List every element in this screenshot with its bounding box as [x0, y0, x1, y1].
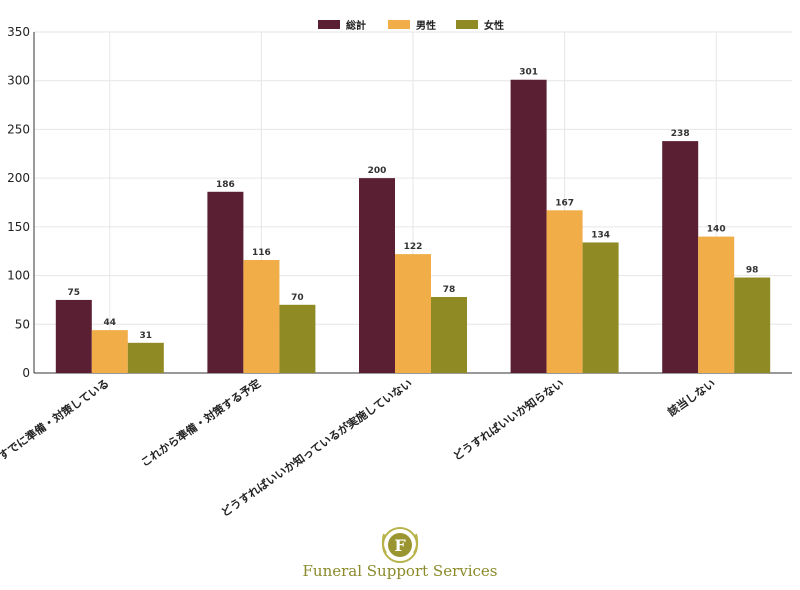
data-labels: 75 44 31 186 116 70 200 122 78 301 167 134 238 140 98 [68, 68, 759, 341]
y-tick-label: 50 [15, 317, 30, 331]
company-logo: F Funeral Support Services [303, 527, 498, 580]
data-label: 122 [404, 242, 423, 252]
logo-letter: F [394, 536, 406, 555]
data-label: 200 [368, 166, 387, 176]
x-tick-label: どうすればいいか知らない [450, 376, 566, 463]
data-label: 44 [104, 318, 117, 328]
y-tick-label: 100 [7, 269, 30, 283]
legend-label: 女性 [484, 19, 504, 32]
data-label: 167 [555, 198, 574, 208]
legend-swatch [318, 20, 340, 29]
data-label: 70 [291, 293, 304, 303]
bars [55, 79, 771, 374]
data-label: 301 [519, 68, 538, 78]
bar [431, 297, 467, 373]
legend-swatch [388, 20, 410, 29]
x-tick-label: すでに準備・対策している [0, 376, 112, 463]
bar [546, 210, 583, 373]
data-label: 98 [746, 266, 759, 276]
bar [127, 342, 164, 373]
data-label: 238 [671, 129, 690, 139]
data-label: 134 [591, 230, 610, 240]
y-tick-label: 250 [7, 122, 30, 136]
bar [279, 304, 316, 373]
y-tick-label: 350 [7, 25, 30, 39]
bar [510, 79, 547, 374]
legend-label: 総計 [346, 19, 366, 32]
data-label: 75 [68, 288, 81, 298]
y-tick-label: 150 [7, 220, 30, 234]
data-label: 78 [443, 285, 456, 295]
y-tick-label: 300 [7, 74, 30, 88]
bar [359, 178, 395, 373]
data-label: 116 [252, 248, 271, 258]
legend-swatch [456, 20, 478, 29]
data-label: 31 [140, 331, 153, 341]
x-tick-label: 該当しない [665, 376, 718, 419]
bar [395, 254, 431, 373]
laurel-wreath-icon [381, 527, 419, 563]
legend: 総計 男性 女性 [318, 19, 504, 32]
bar [243, 259, 280, 373]
x-tick-label: これから準備・対策する予定 [138, 376, 263, 469]
bar [734, 277, 771, 373]
data-label: 140 [707, 225, 726, 235]
bar [582, 242, 619, 373]
bar [698, 236, 735, 373]
y-tick-label: 0 [22, 366, 30, 380]
y-tick-label: 200 [7, 171, 30, 185]
bar [207, 191, 244, 373]
bar [91, 330, 128, 373]
bar [662, 141, 699, 373]
company-name: Funeral Support Services [303, 562, 498, 580]
legend-label: 男性 [416, 19, 436, 32]
data-label: 186 [216, 180, 235, 190]
bar [55, 299, 92, 373]
